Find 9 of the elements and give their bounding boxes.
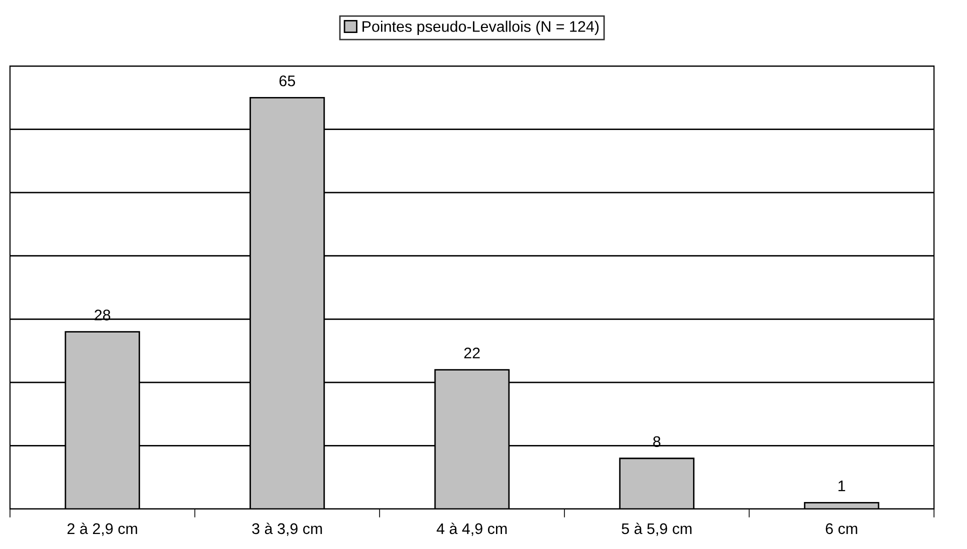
legend-label: Pointes pseudo-Levallois (N = 124) <box>362 20 599 35</box>
data-label: 1 <box>838 480 846 492</box>
x-tick-label: 2 à 2,9 cm <box>68 522 138 536</box>
x-tick-label: 5 à 5,9 cm <box>622 522 692 536</box>
x-tick-label: 6 cm <box>826 523 858 534</box>
x-tick-label: 3 à 3,9 cm <box>252 522 322 536</box>
data-label: 65 <box>279 75 296 86</box>
data-label: 22 <box>464 348 480 358</box>
x-tick-label: 4 à 4,9 cm <box>436 522 507 536</box>
